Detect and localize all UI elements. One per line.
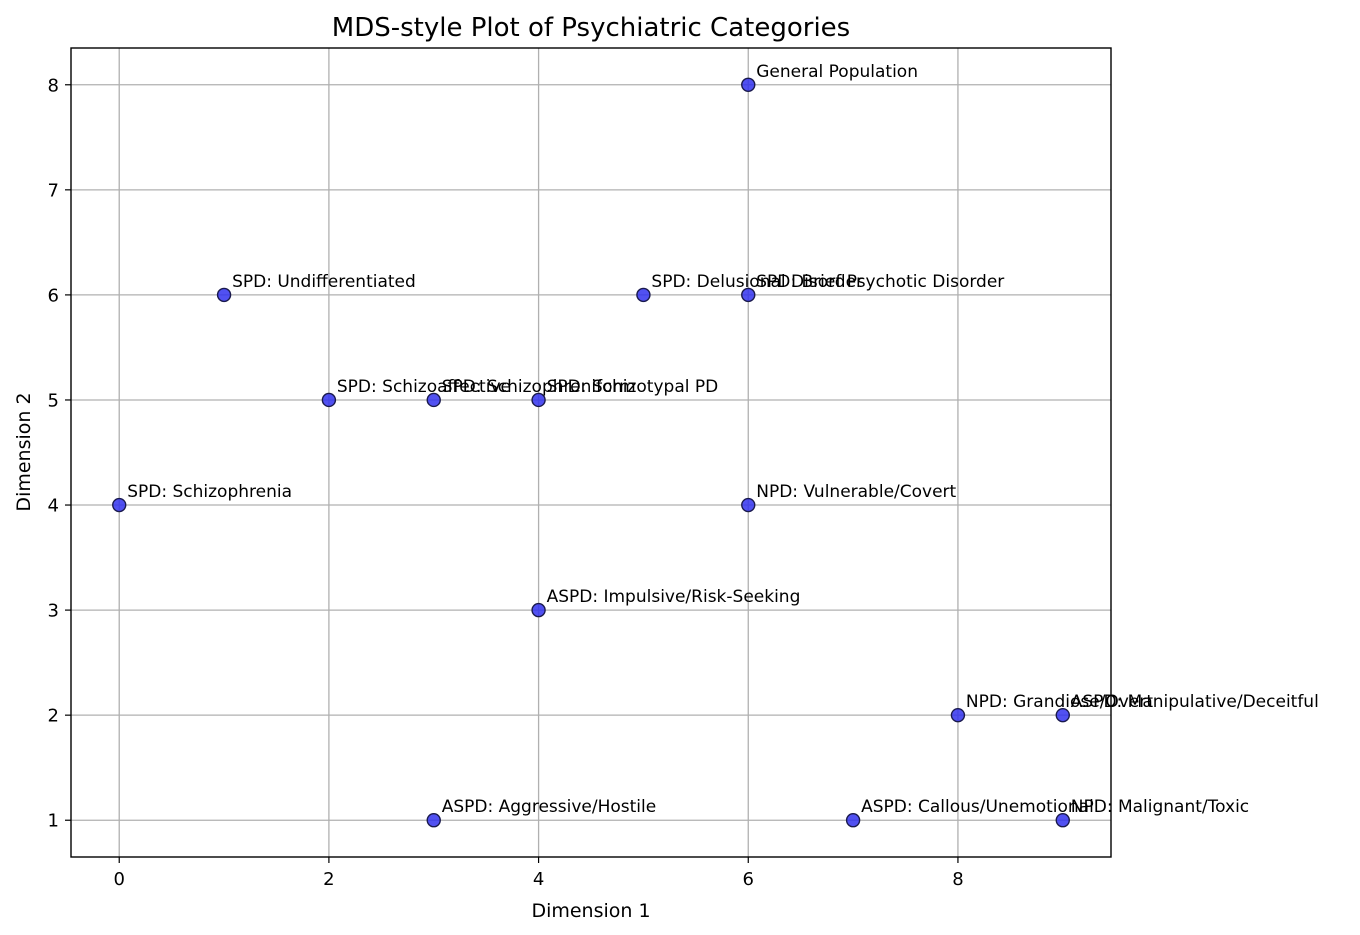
point-label: SPD: Schizotypal PD <box>547 377 719 397</box>
y-tick-label: 8 <box>48 75 59 96</box>
point-labels: General Population SPD: Undifferentiated S… <box>127 62 1319 817</box>
point-label: SPD: Delusional Disorder <box>651 272 863 292</box>
scatter-point <box>531 602 546 618</box>
scatter-point <box>426 392 441 408</box>
point-label: NPD: Malignant/Toxic <box>1071 797 1249 817</box>
y-tick-label: 5 <box>48 390 59 411</box>
scatter-point <box>321 392 337 408</box>
y-tick-label: 2 <box>48 706 59 727</box>
scatter-point <box>950 707 966 723</box>
point-label: ASPD: Impulsive/Risk-Seeking <box>547 587 801 607</box>
y-tick-label: 1 <box>48 811 59 832</box>
point-label: ASPD: Manipulative/Deceitful <box>1071 692 1319 712</box>
point-label: SPD: Schizophrenia <box>127 482 292 502</box>
point-label: SPD: Schizophreniform <box>442 377 636 397</box>
x-tick-label: 8 <box>952 869 963 890</box>
y-axis-label: Dimension 2 <box>13 392 35 511</box>
scatter-point <box>845 813 861 828</box>
y-tick-label: 6 <box>48 285 59 306</box>
scatter-point <box>741 287 756 303</box>
grid <box>71 48 1111 857</box>
plot-frame <box>70 47 1112 858</box>
point-label: SPD: Brief Psychotic Disorder <box>756 272 1004 292</box>
data-points <box>112 77 1070 828</box>
x-tick-label: 6 <box>743 869 754 890</box>
scatter-point <box>1055 813 1070 828</box>
axis-ticks: 0 2 4 6 8 1 2 3 4 5 6 7 8 <box>48 75 964 890</box>
chart-title: MDS-style Plot of Psychiatric Categories <box>332 13 850 43</box>
y-tick-label: 3 <box>48 601 59 622</box>
scatter-point <box>531 392 546 408</box>
scatter-point <box>1055 707 1070 723</box>
x-axis-label: Dimension 1 <box>531 900 650 922</box>
point-label: SPD: Schizoaffective <box>337 377 511 397</box>
point-label: ASPD: Callous/Unemotional <box>861 797 1094 817</box>
scatter-point <box>636 287 651 303</box>
point-label: General Population <box>756 62 918 82</box>
point-label: NPD: Vulnerable/Covert <box>756 482 956 502</box>
point-label: ASPD: Aggressive/Hostile <box>442 797 656 817</box>
scatter-point <box>426 813 441 828</box>
point-label: NPD: Grandiose/Overt <box>966 692 1153 712</box>
scatter-point <box>741 77 756 92</box>
scatter-point <box>216 287 232 303</box>
point-label: SPD: Undifferentiated <box>232 272 416 292</box>
x-tick-label: 0 <box>113 869 124 890</box>
x-tick-label: 4 <box>533 869 544 890</box>
y-tick-label: 4 <box>48 496 59 517</box>
x-tick-label: 2 <box>323 869 334 890</box>
scatter-point <box>112 497 127 513</box>
y-tick-label: 7 <box>48 180 59 201</box>
scatter-point <box>741 497 756 513</box>
